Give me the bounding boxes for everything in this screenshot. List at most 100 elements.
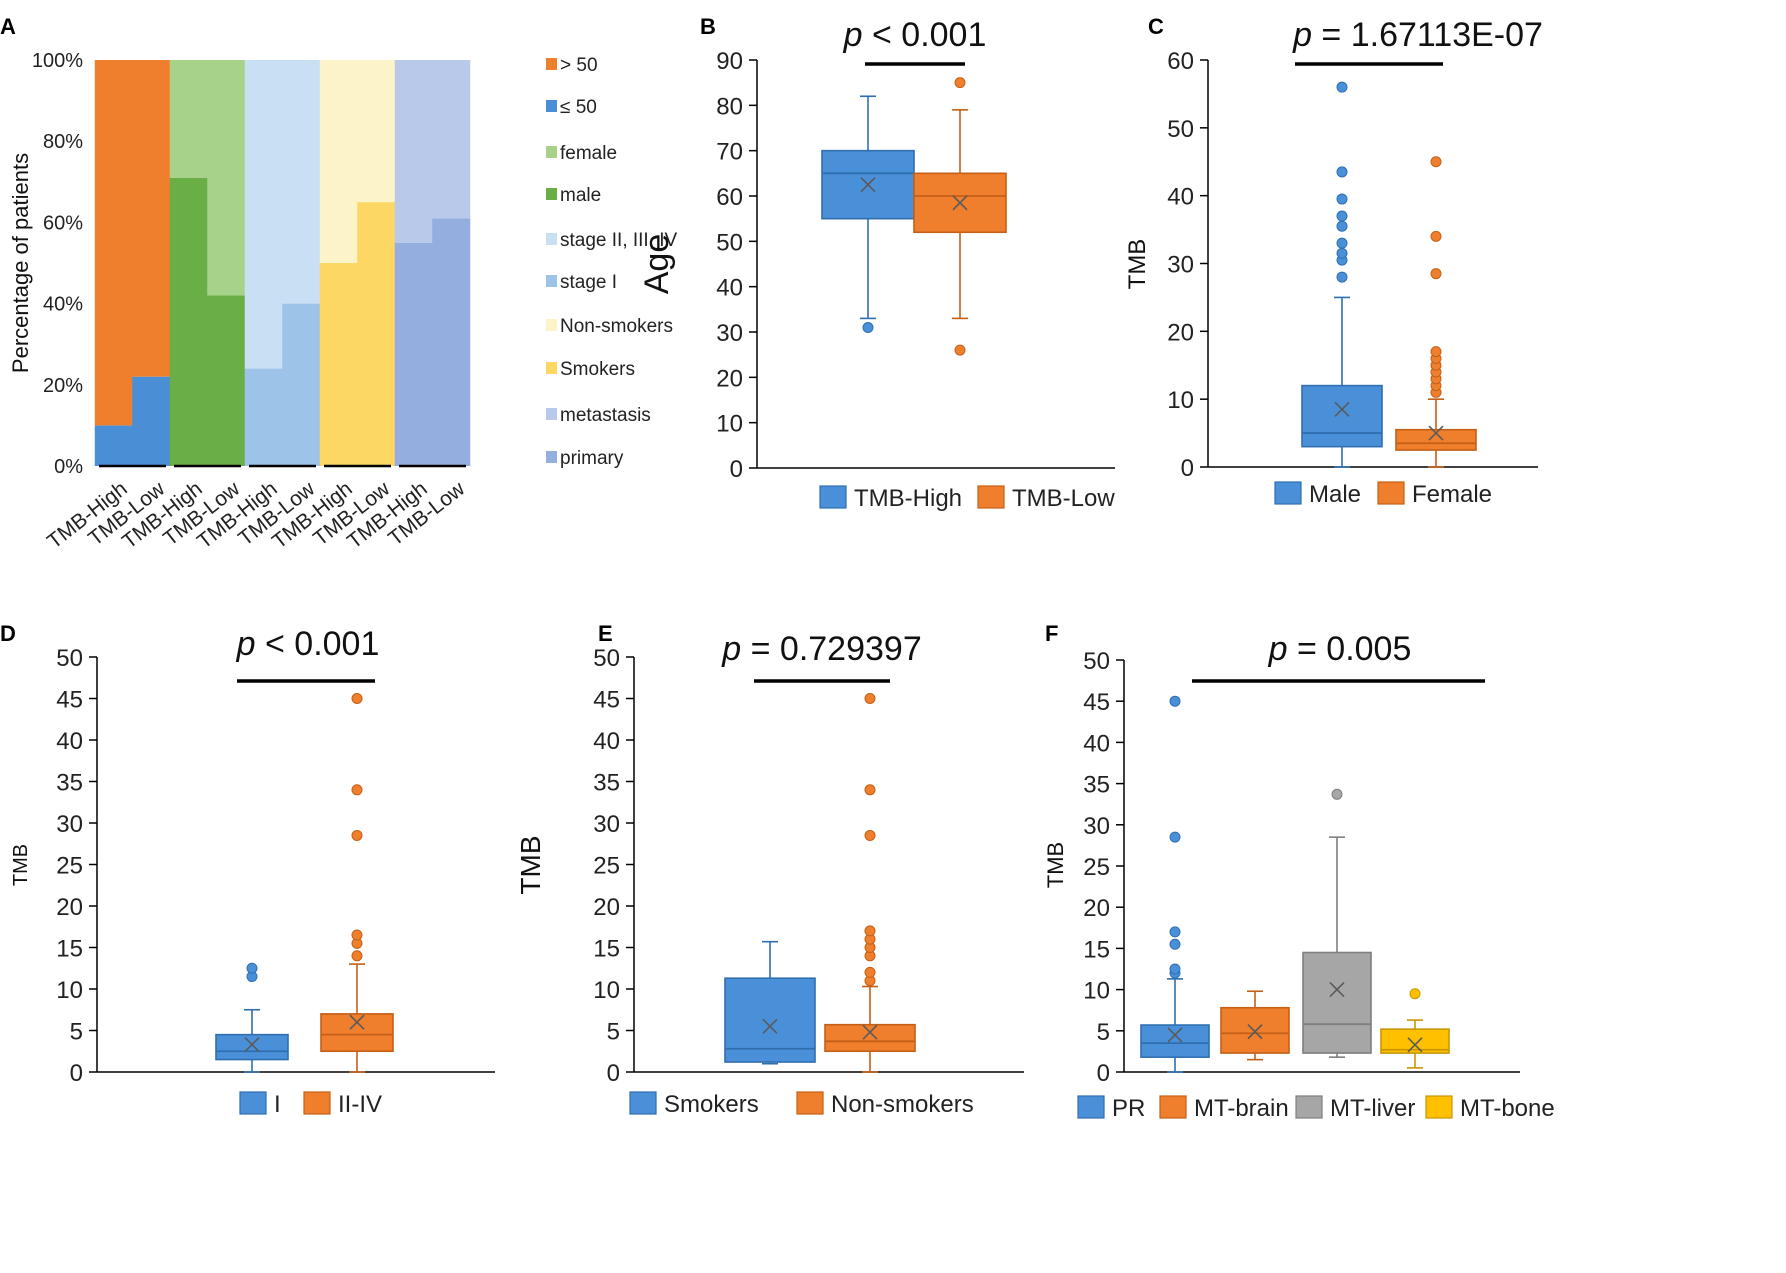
panel-a-legend-swatch bbox=[546, 319, 557, 331]
panel-a-letter: A bbox=[0, 14, 16, 39]
panel-e-legend-swatch bbox=[629, 1091, 657, 1115]
panel-f-y-tick: 50 bbox=[1083, 648, 1110, 675]
panel-f-y-tick: 0 bbox=[1097, 1060, 1110, 1087]
panel-a-legend-swatch bbox=[546, 188, 557, 200]
panel-d-y-tick: 25 bbox=[56, 853, 83, 880]
panel-b-y-tick: 10 bbox=[716, 411, 743, 438]
panel-c-box bbox=[1395, 428, 1477, 451]
panel-e-y-tick: 50 bbox=[593, 645, 620, 672]
panel-c-y-tick: 0 bbox=[1181, 455, 1194, 482]
panel-f-legend-label: MT-liver bbox=[1330, 1095, 1415, 1122]
panel-f-y-tick: 25 bbox=[1083, 854, 1110, 881]
panel-c-outlier bbox=[1336, 210, 1348, 222]
panel-d-y-axis-label: TMB bbox=[10, 844, 32, 886]
panel-a-legend-swatch bbox=[546, 451, 557, 463]
panel-f-p-value: p = 0.005 bbox=[1268, 630, 1412, 668]
panel-d-outlier bbox=[351, 829, 363, 841]
panel-e-p-value: p = 0.729397 bbox=[721, 630, 921, 668]
panel-a-legend-swatch bbox=[546, 408, 557, 420]
panel-d-y-tick: 10 bbox=[56, 977, 83, 1004]
panel-e-legend-label: Smokers bbox=[664, 1091, 759, 1118]
panel-a-bar-bottom bbox=[319, 263, 358, 466]
panel-f-mean-marker bbox=[1407, 1037, 1423, 1053]
panel-a-legend-swatch bbox=[546, 100, 557, 112]
panel-e-legend-swatch bbox=[796, 1091, 824, 1115]
panel-a-y-tick: 40% bbox=[43, 294, 83, 316]
panel-e-letter: E bbox=[598, 621, 613, 646]
panel-a-y-tick: 100% bbox=[32, 50, 83, 72]
panel-c-p-text: = 1.67113E-07 bbox=[1312, 16, 1543, 54]
panel-e-y-tick: 0 bbox=[607, 1060, 620, 1087]
panel-e-y-tick: 25 bbox=[593, 853, 620, 880]
panel-e-mean-x2 bbox=[762, 1018, 778, 1034]
panel-a-bar-bottom bbox=[282, 303, 321, 466]
panel-b-p-symbol: p bbox=[843, 16, 863, 54]
panel-f-legend-label: MT-bone bbox=[1460, 1095, 1555, 1122]
panel-b-letter: B bbox=[700, 14, 716, 39]
panel-e-mean-marker bbox=[862, 1024, 878, 1040]
panel-d-y-tick: 5 bbox=[70, 1019, 83, 1046]
panel-d-p-text: < 0.001 bbox=[256, 625, 380, 663]
panel-d-mean-x2 bbox=[244, 1037, 260, 1053]
panel-a-y-tick: 60% bbox=[43, 212, 83, 234]
panel-f-box bbox=[1302, 951, 1372, 1054]
panel-a-bar-top bbox=[244, 60, 283, 369]
panel-b-mean-marker bbox=[860, 177, 876, 193]
panel-a-bar-top bbox=[432, 60, 471, 219]
panel-b-y-tick: 50 bbox=[716, 229, 743, 256]
panel-f-legend-swatch bbox=[1159, 1095, 1187, 1119]
panel-e-chart: E 0 5 10 15 20 25 30 35 40 45 50 TMB p = 0.729397 Smok… bbox=[515, 621, 1024, 1118]
panel-c-letter: C bbox=[1148, 14, 1164, 39]
panel-c-y-tick: 30 bbox=[1167, 252, 1194, 279]
panel-d-legend-label: I bbox=[274, 1091, 281, 1118]
panel-f-outlier bbox=[1169, 831, 1181, 843]
panel-c-y-tick: 50 bbox=[1167, 116, 1194, 143]
panel-f-outlier bbox=[1169, 963, 1181, 975]
panel-c-outlier bbox=[1336, 237, 1348, 249]
panel-a-bar-bottom bbox=[432, 218, 471, 466]
panel-e-mean-marker bbox=[762, 1018, 778, 1034]
panel-f-outlier bbox=[1331, 788, 1343, 800]
panel-a-bar-top bbox=[169, 60, 208, 178]
panel-c-outlier bbox=[1336, 220, 1348, 232]
panel-d-legend-label: II-IV bbox=[338, 1091, 382, 1118]
panel-a-bar-bottom bbox=[244, 368, 283, 466]
panel-f-mean-marker bbox=[1247, 1024, 1263, 1040]
panel-e-box bbox=[824, 1023, 916, 1053]
panel-d-outlier bbox=[351, 929, 363, 941]
panel-d-y-tick: 40 bbox=[56, 728, 83, 755]
panel-f-y-tick: 10 bbox=[1083, 978, 1110, 1005]
panel-f-legend-swatch bbox=[1425, 1095, 1453, 1119]
panel-a-legend-label: male bbox=[560, 185, 601, 206]
panel-f-y-tick: 30 bbox=[1083, 813, 1110, 840]
panel-c-legend-swatch bbox=[1274, 481, 1302, 505]
panel-f-mean-x2 bbox=[1167, 1027, 1183, 1043]
panel-a-legend-swatch bbox=[546, 58, 557, 70]
panel-f-p-symbol: p bbox=[1268, 630, 1288, 668]
panel-e-outlier bbox=[864, 829, 876, 841]
panel-b-outlier bbox=[862, 321, 874, 333]
panel-a-legend-label: female bbox=[560, 143, 617, 164]
panel-b-mean-marker bbox=[952, 195, 968, 211]
panel-c-legend-swatch bbox=[1377, 481, 1405, 505]
panel-f-mean-marker bbox=[1329, 982, 1345, 998]
panel-d-box bbox=[215, 1033, 289, 1061]
panel-f-legend-swatch bbox=[1295, 1095, 1323, 1119]
panel-d-y-tick: 30 bbox=[56, 811, 83, 838]
panel-a-legend-swatch bbox=[546, 362, 557, 374]
panel-f-p-text: = 0.005 bbox=[1288, 630, 1412, 668]
panel-f-mean-x2 bbox=[1247, 1024, 1263, 1040]
panel-d-y-tick: 20 bbox=[56, 894, 83, 921]
panel-c-p-value: p = 1.67113E-07 bbox=[1292, 16, 1543, 54]
panel-a-bar-top bbox=[282, 60, 321, 304]
panel-b-y-tick: 40 bbox=[716, 275, 743, 302]
panel-e-outlier bbox=[864, 966, 876, 978]
panel-c-outlier bbox=[1336, 247, 1348, 259]
panel-b-p-value: p < 0.001 bbox=[843, 16, 987, 54]
panel-c-y-axis-label: TMB bbox=[1124, 239, 1151, 290]
panel-c-mean-x2 bbox=[1334, 401, 1350, 417]
panel-c-outlier bbox=[1430, 230, 1442, 242]
panel-e-y-axis-label: TMB bbox=[515, 835, 546, 894]
panel-a-bar-top bbox=[207, 60, 246, 296]
panel-f-legend-label: PR bbox=[1112, 1095, 1145, 1122]
